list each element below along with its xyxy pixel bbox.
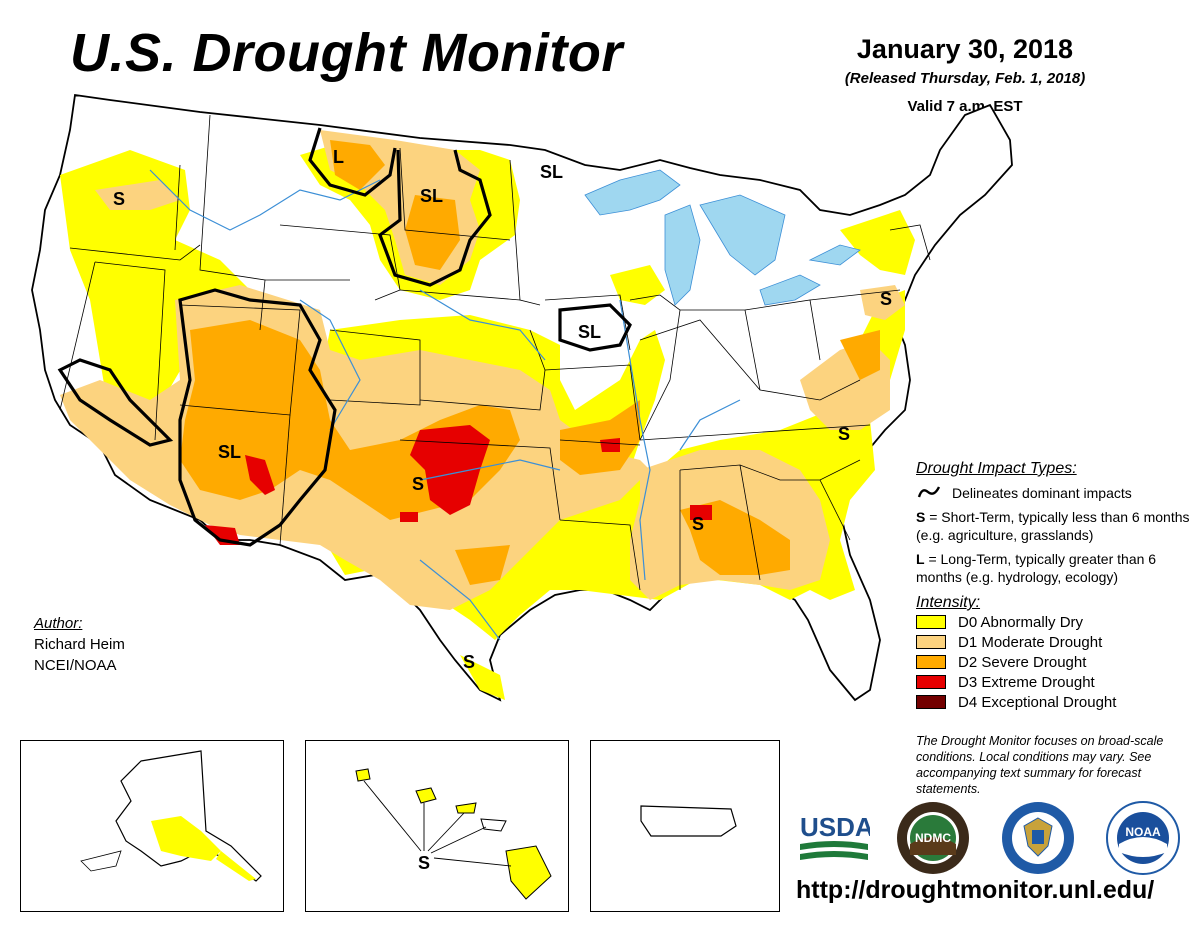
label-s-alabama: S [692, 514, 704, 534]
ndmc-text: NDMC [915, 831, 951, 845]
hawaii-map: S [355, 768, 552, 900]
intensity-swatch [916, 655, 946, 669]
intensity-row: D3 Extreme Drought [916, 672, 1196, 692]
usda-text: USDA [800, 812, 870, 842]
author-org: NCEI/NOAA [34, 657, 117, 674]
impact-types-heading: Drought Impact Types: [916, 460, 1077, 477]
short-term-text: = Short-Term, typically less than 6 mont… [916, 509, 1190, 543]
author-heading: Author: [34, 615, 83, 632]
puerto-rico-map [640, 805, 737, 837]
label-sl-southwest: SL [218, 442, 241, 462]
hawaii-inset: S [305, 740, 569, 912]
legend: Drought Impact Types: Delineates dominan… [916, 460, 1196, 712]
delineation-row: Delineates dominant impacts [916, 484, 1196, 502]
label-l-montana: L [333, 147, 344, 167]
noaa-logo: NOAA [1105, 800, 1181, 876]
intensity-swatch [916, 675, 946, 689]
ndmc-logo: NDMC [895, 800, 971, 876]
alaska-map [80, 750, 262, 882]
intensity-heading: Intensity: [916, 594, 981, 611]
noaa-text: NOAA [1125, 825, 1161, 839]
great-lakes [584, 169, 861, 306]
label-s-hawaii: S [418, 853, 430, 873]
author-name: Richard Heim [34, 636, 125, 653]
intensity-label: D0 Abnormally Dry [958, 613, 1084, 631]
intensity-row: D1 Moderate Drought [916, 632, 1196, 652]
label-sl-north-dakota: SL [540, 162, 563, 182]
label-s-oklahoma: S [412, 474, 424, 494]
intensity-row: D4 Exceptional Drought [916, 692, 1196, 712]
intensity-label: D2 Severe Drought [958, 653, 1087, 671]
map-date: January 30, 2018 [856, 34, 1074, 64]
website-url[interactable]: http://droughtmonitor.unl.edu/ [796, 876, 1155, 904]
long-term-text: = Long-Term, typically greater than 6 mo… [916, 551, 1157, 585]
d3-areas [205, 425, 712, 545]
short-term-row: S = Short-Term, typically less than 6 mo… [916, 508, 1196, 544]
label-s-north-carolina: S [838, 424, 850, 444]
impact-delineations [57, 127, 632, 547]
intensity-swatch [916, 695, 946, 709]
rivers [149, 169, 741, 641]
puerto-rico-inset [590, 740, 780, 912]
intensity-label: D4 Exceptional Drought [958, 693, 1117, 711]
intensity-label: D3 Extreme Drought [958, 673, 1095, 691]
intensity-swatch [916, 635, 946, 649]
long-term-key: L [916, 551, 925, 567]
label-sl-dakotas: SL [420, 186, 443, 206]
author-block: Author: Richard Heim NCEI/NOAA [34, 613, 125, 676]
state-boundaries [59, 114, 931, 591]
label-s-oregon: S [113, 189, 125, 209]
label-s-texas: S [463, 652, 475, 672]
release-date: (Released Thursday, Feb. 1, 2018) [844, 70, 1086, 87]
usda-logo: USDA [798, 810, 874, 864]
label-sl-iowa: SL [578, 322, 601, 342]
label-s-pennsylvania: S [880, 289, 892, 309]
alaska-inset [20, 740, 284, 912]
short-term-key: S [916, 509, 926, 525]
disclaimer-note: The Drought Monitor focuses on broad-sca… [916, 734, 1164, 796]
map-title: U.S. Drought Monitor [70, 23, 623, 83]
long-term-row: L = Long-Term, typically greater than 6 … [916, 550, 1196, 586]
intensity-label: D1 Moderate Drought [958, 633, 1103, 651]
delineation-curve-icon [917, 486, 941, 498]
intensity-swatch [916, 615, 946, 629]
commerce-seal-icon [1000, 800, 1076, 876]
intensity-row: D2 Severe Drought [916, 652, 1196, 672]
intensity-levels: D0 Abnormally Dry D1 Moderate Drought D2 S… [916, 612, 1196, 712]
delineation-text: Delineates dominant impacts [952, 485, 1132, 501]
intensity-row: D0 Abnormally Dry [916, 612, 1196, 632]
